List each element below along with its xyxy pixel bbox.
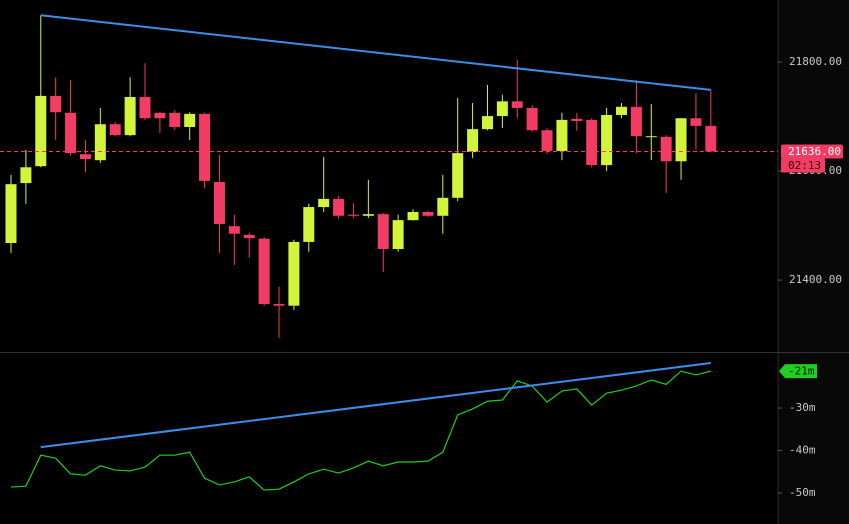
axis-panel bbox=[778, 0, 849, 524]
countdown-badge bbox=[781, 158, 825, 173]
candle-body bbox=[660, 136, 672, 162]
candle-body bbox=[526, 107, 538, 131]
candle-body bbox=[511, 101, 523, 108]
last-price-label: 21636.00 bbox=[788, 145, 841, 158]
candle-body bbox=[228, 226, 240, 234]
candle-body bbox=[422, 211, 434, 216]
candle-body bbox=[556, 119, 568, 151]
candle-body bbox=[452, 153, 464, 198]
candle-body bbox=[273, 304, 285, 306]
candle-body bbox=[333, 198, 345, 216]
candle-body bbox=[5, 184, 17, 244]
candle-body bbox=[139, 96, 151, 119]
candle-body bbox=[496, 101, 508, 117]
candle-body bbox=[467, 129, 479, 153]
candle-body bbox=[630, 106, 642, 137]
candle-body bbox=[571, 118, 583, 121]
candle-body bbox=[675, 118, 687, 162]
countdown-label: 02:13 bbox=[788, 159, 821, 172]
trend-line bbox=[40, 362, 711, 449]
y-tick-label: -50m bbox=[789, 486, 816, 499]
candle-body bbox=[407, 211, 419, 221]
last-value-label: -21m bbox=[788, 365, 815, 378]
candle-body bbox=[601, 114, 613, 166]
candle-body bbox=[199, 113, 211, 181]
last-price-badge bbox=[781, 144, 843, 159]
y-tick-label: 21400.00 bbox=[789, 273, 842, 286]
candle-body bbox=[184, 113, 196, 127]
candle-body bbox=[258, 238, 270, 305]
y-tick-label: 21800.00 bbox=[789, 55, 842, 68]
candle-body bbox=[243, 234, 255, 239]
candle-body bbox=[615, 106, 627, 115]
candle-body bbox=[481, 116, 493, 130]
candle-body bbox=[377, 214, 389, 250]
candle-body bbox=[50, 95, 62, 113]
candle-body bbox=[79, 154, 91, 160]
candle-body bbox=[586, 119, 598, 166]
candle-body bbox=[645, 136, 657, 138]
candle-body bbox=[20, 167, 32, 184]
candle-body bbox=[65, 112, 77, 154]
y-tick-label: -40m bbox=[789, 444, 816, 457]
candle-body bbox=[94, 124, 106, 161]
candle-body bbox=[303, 207, 315, 242]
candle-body bbox=[318, 198, 330, 208]
candle-body bbox=[288, 241, 300, 306]
candle-body bbox=[690, 118, 702, 126]
candle-body bbox=[541, 130, 553, 151]
candle-body bbox=[109, 124, 121, 136]
candle-body bbox=[392, 220, 404, 250]
candle-body bbox=[705, 125, 717, 152]
candle-body bbox=[213, 181, 225, 224]
candle-body bbox=[347, 214, 359, 216]
candle-body bbox=[437, 197, 449, 216]
candle-body bbox=[35, 95, 47, 167]
y-tick-label: -30m bbox=[789, 401, 816, 414]
candle-body bbox=[169, 112, 181, 127]
candle-body bbox=[362, 214, 374, 216]
indicator-line bbox=[10, 370, 711, 491]
candle-body bbox=[154, 112, 166, 119]
candle-body bbox=[124, 96, 136, 136]
trend-line bbox=[40, 14, 711, 91]
last-value-badge bbox=[779, 364, 817, 379]
